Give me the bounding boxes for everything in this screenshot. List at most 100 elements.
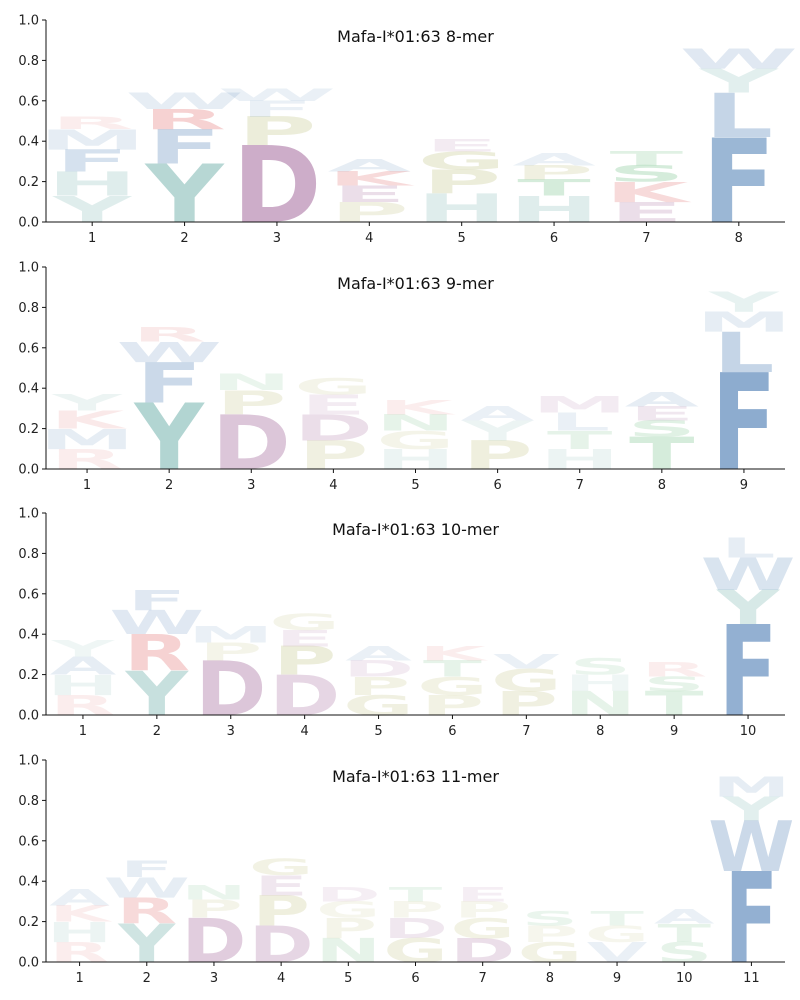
logo-letter: D [343,656,415,682]
logo-letter: P [454,897,511,923]
logo-letter: E [254,869,308,901]
y-tick-label: 1.0 [18,261,39,276]
logo-letter: F [148,120,222,175]
logo-letter: W [104,871,190,903]
logo-letter: P [521,921,578,947]
logo-letter: F [127,585,186,617]
logo-column-10: STA [654,906,715,969]
x-tick-label: 8 [596,724,604,739]
logo-letter: M [532,392,627,418]
logo-letter: Y [133,385,205,491]
logo-letter: P [387,897,444,923]
y-tick-label: 0.6 [18,341,39,356]
y-tick-label: 0.6 [18,834,39,849]
x-tick-label: 10 [676,971,693,986]
y-tick-label: 0.4 [18,875,39,890]
logo-column-8: NHS [564,654,636,723]
logo-letter: R [143,103,226,135]
logo-letter: M [188,622,274,648]
logo-letter: D [232,125,321,247]
logo-letter: G [585,921,649,947]
logo-letter: Y [716,581,781,635]
x-tick-label: 10 [740,724,757,739]
y-tick-label: 0.4 [18,135,39,150]
logo-letter: R [132,324,206,346]
logo-letter: A [461,403,536,425]
y-tick-label: 1.0 [18,14,39,29]
x-tick-label: 4 [365,231,373,246]
logo-letter: W [708,807,794,887]
logo-letter: P [422,163,501,202]
x-tick-label: 3 [210,971,218,986]
logo-letter: H [47,165,137,204]
logo-column-9: VGT [585,908,649,969]
logo-letter: A [654,906,715,928]
y-tick-label: 0.0 [18,463,39,478]
logo-letter: R [641,659,707,682]
logo-panel-3: Mafa-I*01:63 10-merRHAYYRWFDPMDPEGGPDAPG… [18,507,795,746]
logo-letter: A [49,885,110,911]
logo-letter: P [199,637,262,666]
logo-panel-4: Mafa-I*01:63 11-merRHKAYRWFDPNDPEGNPGDGD… [18,754,794,992]
logo-letter: D [383,912,448,944]
x-tick-label: 6 [448,724,456,739]
logo-letter: L [704,81,773,152]
logo-letter: R [124,625,190,683]
x-tick-label: 7 [479,971,487,986]
logo-letter: G [491,663,562,698]
x-tick-label: 8 [735,231,743,246]
logo-letter: P [216,383,286,422]
logo-letter: L [713,321,774,385]
logo-letter: K [605,176,693,208]
x-tick-label: 1 [83,478,91,493]
logo-letter: W [116,336,222,368]
logo-letter: W [109,604,204,643]
logo-letter: D [294,408,374,450]
x-tick-label: 3 [227,724,235,739]
y-tick-label: 1.0 [18,754,39,769]
logo-letter: N [375,410,455,436]
y-tick-label: 0.0 [18,709,39,724]
x-tick-label: 6 [493,478,501,493]
logo-letter: K [378,397,456,419]
y-tick-label: 0.8 [18,301,39,316]
logo-letter: Y [698,62,779,101]
logo-letter: P [252,887,309,935]
logo-letter: K [49,901,113,927]
logo-letter: E [333,182,407,208]
logo-letter: P [347,672,410,701]
logo-letter: F [719,601,778,745]
logo-letter: F [240,97,314,123]
panel-title: Mafa-I*01:63 10-mer [332,520,499,539]
y-tick-label: 0.4 [18,628,39,643]
logo-letter: P [237,110,316,155]
panel-title: Mafa-I*01:63 11-mer [332,767,499,786]
logo-letter: S [627,416,696,442]
logo-letter: S [643,673,705,696]
logo-column-3: DPN [181,882,247,977]
y-tick-label: 0.6 [18,587,39,602]
logo-letter: H [564,670,636,696]
logo-letter: M [696,306,791,338]
logo-letter: T [423,656,482,682]
logo-letter: M [712,770,790,802]
logo-letter: S [569,654,631,680]
logo-letter: E [301,389,366,421]
logo-letter: F [711,347,776,501]
x-tick-label: 2 [143,971,151,986]
logo-letter: N [181,882,247,904]
y-tick-label: 0.2 [18,915,39,930]
